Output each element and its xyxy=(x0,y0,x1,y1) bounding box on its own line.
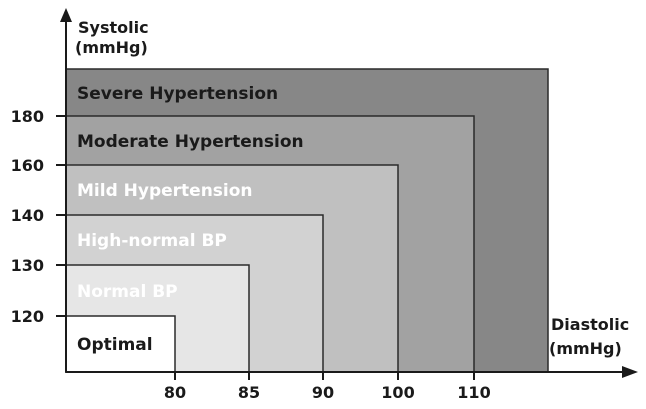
zone-label-severe-hypertension: Severe Hypertension xyxy=(77,84,278,104)
zone-label-normal-bp: Normal BP xyxy=(77,282,178,302)
y-axis-unit: (mmHg) xyxy=(75,38,148,57)
x-tick-label-100: 100 xyxy=(381,383,414,402)
y-tick-label-160: 160 xyxy=(11,156,44,175)
x-tick-label-110: 110 xyxy=(457,383,490,402)
x-axis-title: Diastolic xyxy=(551,315,629,334)
y-tick-label-130: 130 xyxy=(11,256,44,275)
zone-label-moderate-hypertension: Moderate Hypertension xyxy=(77,132,304,152)
x-tick-label-90: 90 xyxy=(312,383,334,402)
y-axis-title: Systolic xyxy=(78,18,149,37)
zone-labels-layer: Severe Hypertension Moderate Hypertension… xyxy=(77,84,304,355)
x-axis-arrow-icon xyxy=(622,366,638,378)
zone-label-mild-hypertension: Mild Hypertension xyxy=(77,181,253,201)
x-tick-label-80: 80 xyxy=(164,383,186,402)
x-axis-unit: (mmHg) xyxy=(549,339,622,358)
x-tick-label-85: 85 xyxy=(238,383,260,402)
y-tick-label-120: 120 xyxy=(11,307,44,326)
y-tick-label-180: 180 xyxy=(11,107,44,126)
y-axis-arrow-icon xyxy=(60,8,72,22)
zone-label-optimal: Optimal xyxy=(77,335,153,355)
y-tick-label-140: 140 xyxy=(11,206,44,225)
zones-layer xyxy=(65,68,549,373)
axes xyxy=(60,8,638,378)
zone-label-high-normal-bp: High-normal BP xyxy=(77,231,227,251)
ticks-layer: 80 85 90 100 110 120 130 140 160 180 xyxy=(11,107,491,402)
